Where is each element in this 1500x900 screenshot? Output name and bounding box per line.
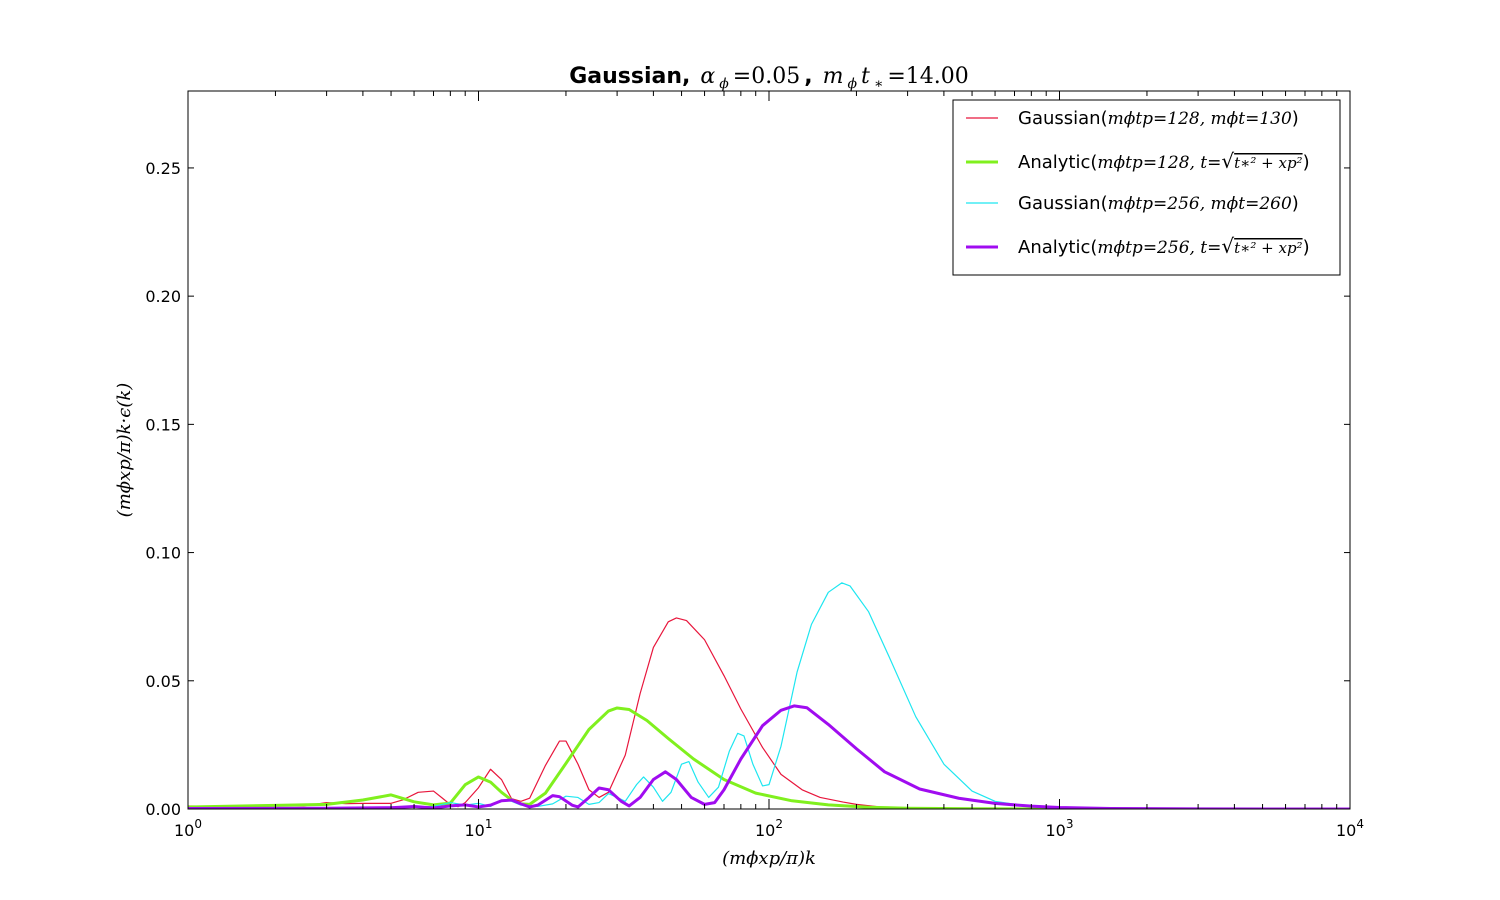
x-tick-label: 101 xyxy=(465,817,493,840)
y-tick-label: 0.20 xyxy=(145,287,181,306)
title-sep: , xyxy=(804,64,812,89)
series-line-4 xyxy=(188,704,1350,809)
title-alpha-val: =0.05 xyxy=(733,64,800,89)
series-group xyxy=(188,582,1350,809)
title-t-val: =14.00 xyxy=(887,64,968,89)
x-tick-label: 104 xyxy=(1336,817,1364,840)
y-tick-label: 0.05 xyxy=(145,672,181,691)
legend-label-3: Gaussian(mϕtp=256, mϕt=260) xyxy=(1018,193,1299,214)
title-m: m xyxy=(823,64,844,89)
series-line-2 xyxy=(188,706,1350,809)
x-tick-label: 100 xyxy=(174,817,202,840)
x-tick-label: 102 xyxy=(755,817,783,840)
legend-label-2: Analytic(mϕtp=128, t=√t∗² + xp²) xyxy=(1018,149,1310,173)
x-axis-label: (mϕxp/π)k xyxy=(722,848,816,869)
title-t-sub: ∗ xyxy=(874,76,884,92)
legend: Gaussian(mϕtp=128, mϕt=130) Analytic(mϕtp… xyxy=(952,99,1341,276)
title-t: t xyxy=(861,64,870,89)
title-bold-text: Gaussian, xyxy=(569,64,690,89)
y-tick-label: 0.00 xyxy=(145,800,181,819)
legend-label-4: Analytic(mϕtp=256, t=√t∗² + xp²) xyxy=(1018,234,1310,258)
legend-label-1: Gaussian(mϕtp=128, mϕt=130) xyxy=(1018,108,1299,129)
x-tick-label: 103 xyxy=(1046,817,1074,840)
y-tick-label: 0.10 xyxy=(145,544,181,563)
title-alpha-sub: ϕ xyxy=(719,76,729,92)
ticks-group: 0.00 0.05 0.10 0.15 0.20 0.25 100 101 102 103 104 xyxy=(145,91,1364,840)
y-tick-label: 0.25 xyxy=(145,159,181,178)
title-m-sub: ϕ xyxy=(847,76,857,92)
chart-title: Gaussian, α ϕ =0.05 , m ϕ t ∗ =14.00 xyxy=(569,64,969,92)
title-alpha: α xyxy=(700,64,715,89)
y-tick-label: 0.15 xyxy=(145,415,181,434)
y-axis-label: (mϕxp/π)k·ϵ(k) xyxy=(114,383,135,518)
legend-box xyxy=(952,99,1341,276)
